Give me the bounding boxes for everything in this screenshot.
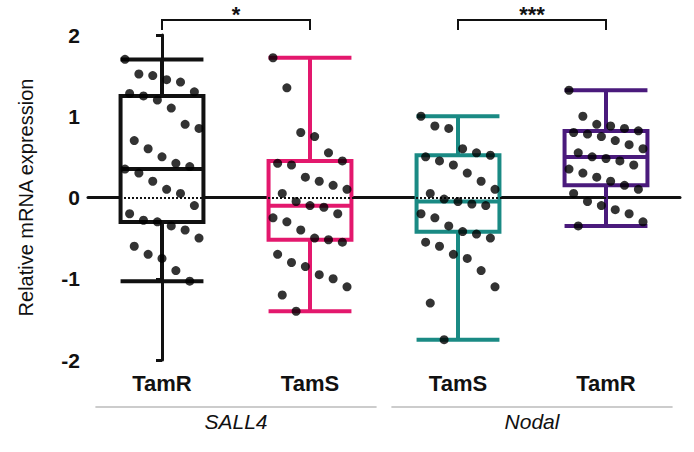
svg-text:2: 2	[68, 24, 80, 47]
svg-text:*: *	[232, 2, 241, 27]
svg-text:TamR: TamR	[132, 371, 192, 396]
svg-text:Nodal: Nodal	[505, 410, 561, 433]
svg-text:TamS: TamS	[281, 371, 339, 396]
svg-text:0: 0	[68, 186, 80, 209]
svg-text:SALL4: SALL4	[204, 410, 267, 433]
svg-text:-1: -1	[61, 267, 80, 290]
svg-text:1: 1	[68, 105, 80, 128]
svg-text:TamS: TamS	[429, 371, 487, 396]
svg-text:TamR: TamR	[576, 371, 636, 396]
svg-text:***: ***	[519, 2, 545, 27]
svg-text:Relative mRNA expression: Relative mRNA expression	[15, 79, 37, 317]
svg-text:-2: -2	[61, 349, 80, 372]
